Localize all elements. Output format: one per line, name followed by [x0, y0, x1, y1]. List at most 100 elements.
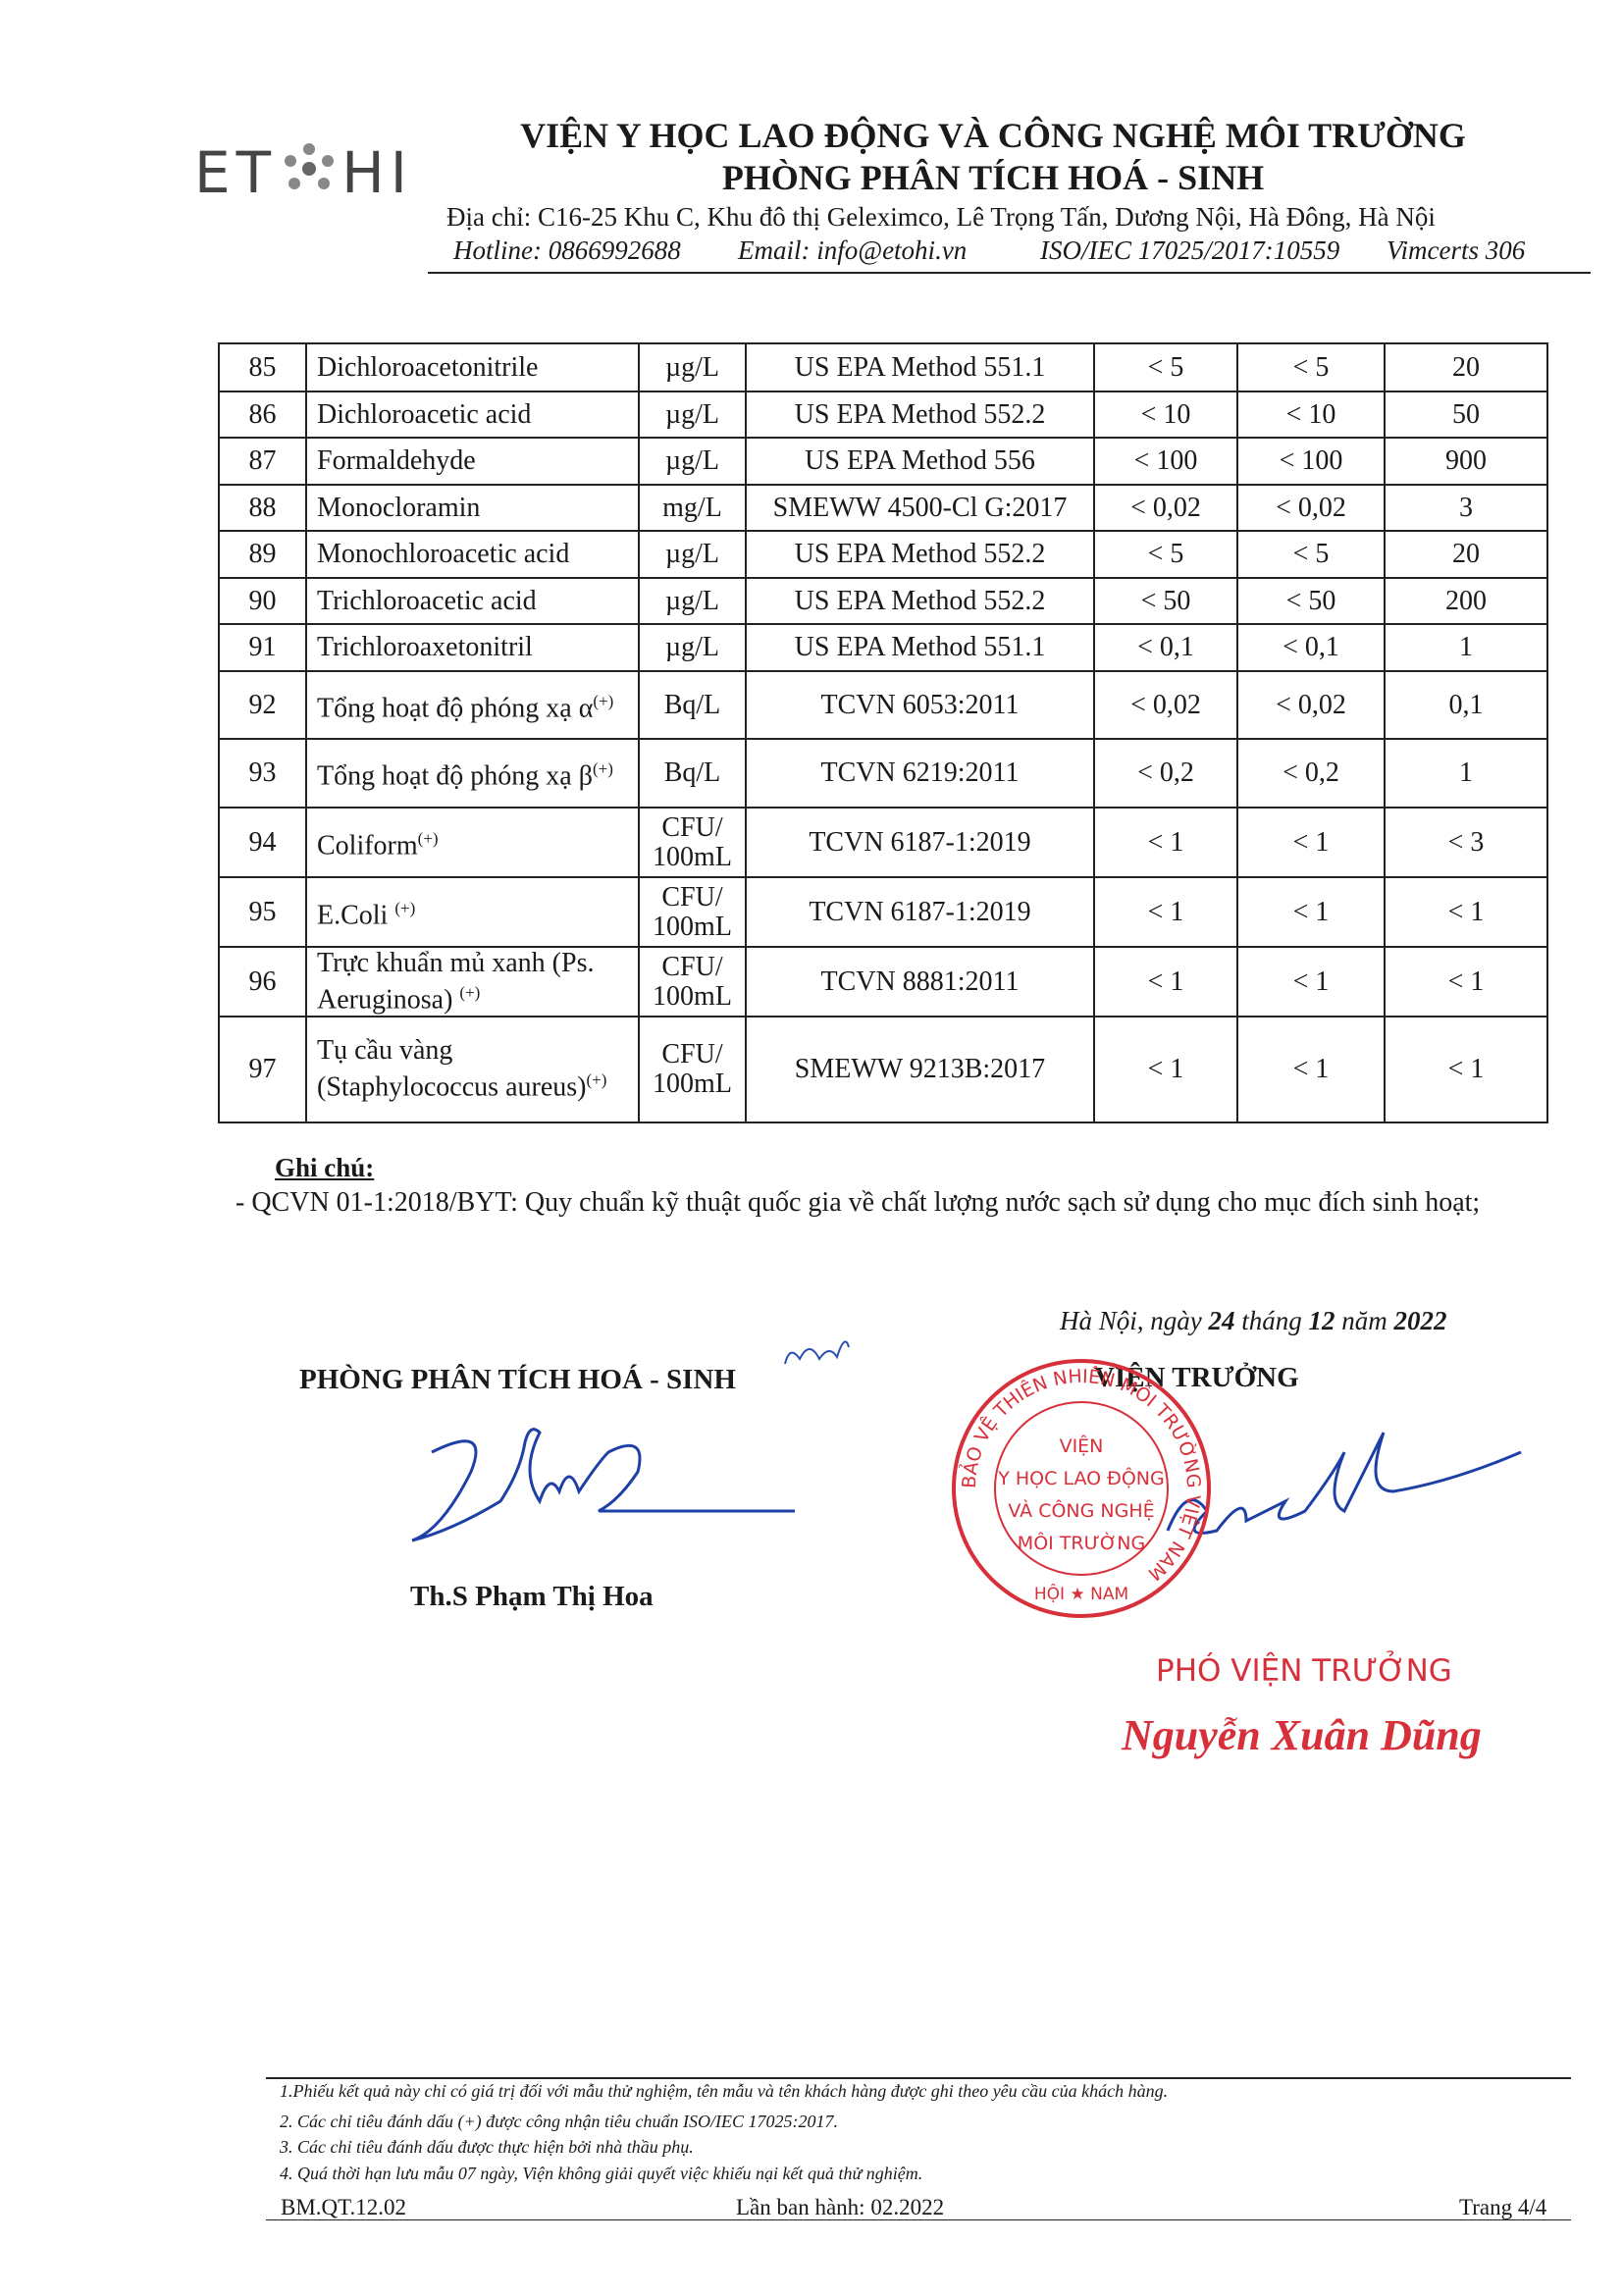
cell-row-number: 89: [218, 530, 307, 579]
item-name: Tổng hoạt độ phóng xạ α: [317, 693, 594, 724]
footer-note: 2. Các chỉ tiêu đánh dấu (+) được công n…: [280, 2112, 838, 2131]
table-row: 86 Dichloroacetic acid µg/L US EPA Method 5…: [218, 391, 1548, 439]
item-name: Dichloroacetic acid: [317, 398, 532, 430]
notes-title: Ghi chú:: [275, 1153, 375, 1182]
cell-result-2: < 0,2: [1236, 738, 1386, 809]
date-month-label: tháng: [1234, 1306, 1309, 1335]
cell-method: SMEWW 4500-Cl G:2017: [745, 484, 1095, 532]
accreditation-mark: (+): [593, 691, 614, 710]
table-row: 97 Tụ cầu vàng (Staphylococcus aureus)(+)…: [218, 1016, 1548, 1123]
cell-result-1: < 1: [1093, 807, 1238, 878]
table-row: 95 E.Coli (+) CFU/ 100mL TCVN 6187-1:2019 < …: [218, 876, 1548, 948]
table-row: 92 Tổng hoạt độ phóng xạ α(+) Bq/L TCVN 605…: [218, 670, 1548, 740]
cell-limit: 50: [1384, 391, 1548, 439]
cell-unit: µg/L: [638, 623, 747, 672]
table-row: 91 Trichloroaxetonitril µg/L US EPA Method …: [218, 623, 1548, 672]
cell-method: US EPA Method 552.2: [745, 530, 1095, 579]
cell-row-number: 92: [218, 670, 307, 740]
initial: [784, 1340, 850, 1365]
cell-row-number: 91: [218, 623, 307, 672]
date-year-label: năm: [1335, 1306, 1394, 1335]
cell-item-name: Tổng hoạt độ phóng xạ β(+): [305, 738, 640, 809]
cell-result-2: < 5: [1236, 342, 1386, 392]
notes-item: - QCVN 01-1:2018/BYT: Quy chuẩn kỹ thuật…: [236, 1187, 1481, 1218]
cell-unit: Bq/L: [638, 738, 747, 809]
item-name: Dichloroacetonitrile: [317, 351, 539, 383]
left-sign-title: PHÒNG PHÂN TÍCH HOÁ - SINH: [299, 1364, 736, 1395]
cell-result-2: < 1: [1236, 1016, 1386, 1123]
date: Hà Nội, ngày 24 tháng 12 năm 2022: [1060, 1306, 1447, 1336]
stamp-line: MÔI TRƯỜNG: [1018, 1531, 1145, 1554]
cell-result-2: < 10: [1236, 391, 1386, 439]
header-iso: ISO/IEC 17025/2017:10559: [1040, 235, 1340, 265]
cell-method: US EPA Method 552.2: [745, 391, 1095, 439]
cell-result-1: < 100: [1093, 437, 1238, 486]
cell-unit: µg/L: [638, 530, 747, 579]
item-name: Formaldehyde: [317, 445, 476, 476]
cell-limit: < 3: [1384, 807, 1548, 878]
table-row: 94 Coliform(+) CFU/ 100mL TCVN 6187-1:2019 <…: [218, 807, 1548, 878]
logo: ET HI: [194, 139, 413, 206]
cell-result-1: < 50: [1093, 577, 1238, 625]
date-month: 12: [1308, 1306, 1335, 1335]
cell-limit: 3: [1384, 484, 1548, 532]
cell-method: US EPA Method 551.1: [745, 623, 1095, 672]
cell-result-2: < 5: [1236, 530, 1386, 579]
table-row: 88 Monocloramin mg/L SMEWW 4500-Cl G:2017 < …: [218, 484, 1548, 532]
cell-unit: µg/L: [638, 437, 747, 486]
cell-result-1: < 10: [1093, 391, 1238, 439]
footer-rule-2: [266, 2219, 1571, 2220]
date-year: 2022: [1393, 1306, 1447, 1335]
form-code: BM.QT.12.02: [281, 2195, 406, 2219]
issue: Lần ban hành: 02.2022: [736, 2195, 945, 2219]
cell-method: TCVN 8881:2011: [745, 946, 1095, 1018]
right-signature: [1166, 1432, 1522, 1535]
header-rule: [428, 272, 1591, 274]
page-number: Trang 4/4: [1459, 2195, 1547, 2219]
cell-result-1: < 1: [1093, 946, 1238, 1018]
cell-item-name: Dichloroacetic acid: [305, 391, 640, 439]
cell-limit: 20: [1384, 530, 1548, 579]
cell-item-name: Tổng hoạt độ phóng xạ α(+): [305, 670, 640, 740]
logo-left: ET: [194, 139, 278, 206]
cell-item-name: Trực khuẩn mủ xanh (Ps. Aeruginosa) (+): [305, 946, 640, 1018]
cell-item-name: Tụ cầu vàng (Staphylococcus aureus)(+): [305, 1016, 640, 1123]
cell-method: TCVN 6219:2011: [745, 738, 1095, 809]
cell-result-2: < 1: [1236, 876, 1386, 948]
cell-method: TCVN 6053:2011: [745, 670, 1095, 740]
left-signature: [411, 1428, 795, 1542]
item-name: Monocloramin: [317, 492, 481, 523]
cell-unit: CFU/ 100mL: [638, 946, 747, 1018]
cell-item-name: Formaldehyde: [305, 437, 640, 486]
item-name: Tụ cầu vàng (Staphylococcus aureus): [317, 1035, 587, 1103]
footer-note: 1.Phiếu kết quả này chỉ có giá trị đối v…: [280, 2081, 1169, 2101]
cell-result-1: < 1: [1093, 876, 1238, 948]
cell-row-number: 97: [218, 1016, 307, 1123]
item-name: E.Coli: [317, 900, 395, 931]
cell-limit: < 1: [1384, 1016, 1548, 1123]
cell-row-number: 85: [218, 342, 307, 392]
accreditation-mark: (+): [394, 898, 416, 917]
cell-row-number: 88: [218, 484, 307, 532]
cell-result-1: < 0,2: [1093, 738, 1238, 809]
cell-result-1: < 5: [1093, 530, 1238, 579]
stamp-line: VIỆN: [1060, 1435, 1104, 1457]
cell-result-2: < 0,02: [1236, 484, 1386, 532]
cell-unit: CFU/ 100mL: [638, 876, 747, 948]
cell-result-2: < 1: [1236, 807, 1386, 878]
stamp-line: Y HỌC LAO ĐỘNG: [997, 1466, 1165, 1489]
cell-item-name: Trichloroaxetonitril: [305, 623, 640, 672]
item-name: Trực khuẩn mủ xanh (Ps. Aeruginosa): [317, 947, 595, 1016]
cell-result-2: < 100: [1236, 437, 1386, 486]
cell-limit: 20: [1384, 342, 1548, 392]
cell-unit: CFU/ 100mL: [638, 807, 747, 878]
cell-row-number: 94: [218, 807, 307, 878]
cell-method: TCVN 6187-1:2019: [745, 876, 1095, 948]
cell-result-2: < 1: [1236, 946, 1386, 1018]
cell-result-1: < 0,1: [1093, 623, 1238, 672]
logo-right: HI: [341, 139, 413, 206]
cell-method: US EPA Method 551.1: [745, 342, 1095, 392]
cell-unit: Bq/L: [638, 670, 747, 740]
stamp-bottom: HỘI ★ NAM: [1034, 1583, 1128, 1604]
right-sign-title: VIỆN TRƯỞNG: [1094, 1362, 1299, 1393]
